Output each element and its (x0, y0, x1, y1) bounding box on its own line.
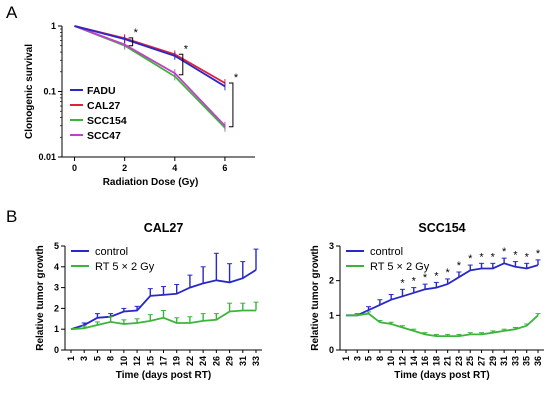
x-axis-title-cal27: Time (days post RT) (116, 370, 211, 381)
x-tick-label-scc154: 18 (431, 356, 441, 366)
legend-label-a: SCC154 (87, 115, 127, 127)
significance-star-scc154: * (525, 251, 530, 263)
x-tick-label-scc154: 23 (454, 356, 464, 366)
significance-star-scc154: * (412, 276, 417, 288)
significance-star-a: * (184, 43, 189, 55)
significance-bracket-a (128, 37, 134, 47)
y-tick-label-scc154: 1 (329, 310, 334, 320)
x-tick-label-scc154: 16 (420, 356, 430, 366)
x-tick-label-cal27: 33 (251, 356, 261, 366)
x-tick-label-scc154: 8 (375, 356, 385, 361)
x-tick-label-cal27: 15 (145, 356, 155, 366)
significance-star-scc154: * (479, 251, 484, 263)
significance-star-scc154: * (513, 250, 518, 262)
significance-bracket-a (178, 53, 184, 76)
x-tick-label-scc154: 27 (477, 356, 487, 366)
chart-title-cal27: CAL27 (144, 221, 184, 235)
x-tick-label-a: 0 (72, 163, 77, 173)
significance-star-scc154: * (536, 248, 541, 260)
x-tick-label-cal27: 3 (79, 356, 89, 361)
y-tick-label-cal27: 0 (54, 345, 59, 355)
legend-label-a: FADU (87, 85, 116, 97)
x-tick-label-a: 2 (122, 163, 127, 173)
y-tick-label-scc154: 0 (329, 345, 334, 355)
legend-label-cal27: RT 5 × 2 Gy (95, 261, 155, 273)
x-tick-label-scc154: 12 (397, 356, 407, 366)
y-tick-label-cal27: 3 (54, 283, 59, 293)
y-tick-label-scc154: 2 (329, 276, 334, 286)
significance-star-a: * (134, 27, 139, 39)
series-line-a-scc47 (74, 25, 226, 127)
legend-label-scc154: control (370, 246, 403, 258)
x-tick-label-a: 4 (172, 163, 177, 173)
legend-label-scc154: RT 5 × 2 Gy (370, 261, 430, 273)
x-tick-label-scc154: 36 (533, 356, 543, 366)
series-line-cal27-control (70, 269, 257, 331)
significance-star-scc154: * (400, 277, 405, 289)
significance-star-scc154: * (468, 253, 473, 265)
y-tick-label-a: 1 (51, 21, 56, 31)
x-axis-title-a: Radiation Dose (Gy) (103, 177, 199, 188)
y-tick-label-cal27: 5 (54, 241, 59, 251)
x-tick-label-cal27: 12 (132, 356, 142, 366)
significance-star-scc154: * (446, 267, 451, 279)
x-tick-label-cal27: 10 (119, 356, 129, 366)
y-tick-label-scc154: 3 (329, 241, 334, 251)
x-tick-label-cal27: 19 (172, 356, 182, 366)
x-tick-label-cal27: 29 (225, 356, 235, 366)
y-tick-label-cal27: 4 (54, 262, 59, 272)
y-tick-label-cal27: 1 (54, 324, 59, 334)
panel-label-a: A (6, 3, 18, 22)
x-tick-label-scc154: 31 (499, 356, 509, 366)
legend-label-a: SCC47 (87, 130, 121, 142)
x-tick-label-a: 6 (222, 163, 227, 173)
x-tick-label-cal27: 24 (198, 356, 208, 366)
x-tick-label-scc154: 5 (364, 356, 374, 361)
x-tick-label-cal27: 5 (92, 356, 102, 361)
significance-star-scc154: * (502, 246, 507, 258)
series-line-cal27-rt (70, 309, 256, 331)
x-tick-label-scc154: 3 (352, 356, 362, 361)
chart-a: 0.01 0.1 1 0 2 4 6 Radiation Dose (Gy) Clonogeni… (24, 21, 255, 188)
x-tick-label-scc154: 33 (510, 356, 520, 366)
series-line-a-scc154 (74, 25, 226, 129)
y-axis-title-cal27: Relative tumor growth (35, 245, 46, 351)
x-tick-label-cal27: 17 (159, 356, 169, 366)
chart-title-scc154: SCC154 (418, 221, 465, 235)
x-tick-label-scc154: 29 (488, 356, 498, 366)
x-tick-label-cal27: 22 (185, 356, 195, 366)
y-tick-label-a: 0.01 (38, 152, 56, 162)
x-tick-label-scc154: 1 (341, 356, 351, 361)
x-tick-label-cal27: 1 (66, 356, 76, 361)
y-tick-label-a: 0.1 (43, 87, 56, 97)
x-tick-label-scc154: 25 (465, 356, 475, 366)
series-line-scc154-rt (346, 312, 539, 337)
x-axis-title-scc154: Time (days post RT) (394, 370, 489, 381)
significance-star-scc154: * (423, 272, 428, 284)
significance-star-a: * (234, 72, 239, 84)
x-tick-label-scc154: 21 (443, 356, 453, 366)
y-axis-title-a: Clonogenic survival (24, 44, 35, 139)
x-tick-label-cal27: 26 (211, 356, 221, 366)
panel-label-b: B (6, 207, 17, 226)
significance-star-scc154: * (457, 260, 462, 272)
legend-label-a: CAL27 (87, 100, 120, 112)
x-tick-label-scc154: 10 (386, 356, 396, 366)
x-tick-label-scc154: 14 (409, 356, 419, 366)
x-tick-label-cal27: 8 (106, 356, 116, 361)
series-line-scc154-control (346, 262, 539, 317)
x-tick-label-cal27: 31 (238, 356, 248, 366)
series-line-a-fadu (74, 25, 226, 88)
significance-star-scc154: * (434, 270, 439, 282)
significance-bracket-a (228, 82, 234, 128)
x-tick-label-scc154: 35 (522, 356, 532, 366)
legend-label-cal27: control (95, 246, 128, 258)
significance-star-scc154: * (491, 251, 496, 263)
y-axis-title-scc154: Relative tumor growth (310, 245, 321, 351)
y-tick-label-cal27: 2 (54, 303, 59, 313)
